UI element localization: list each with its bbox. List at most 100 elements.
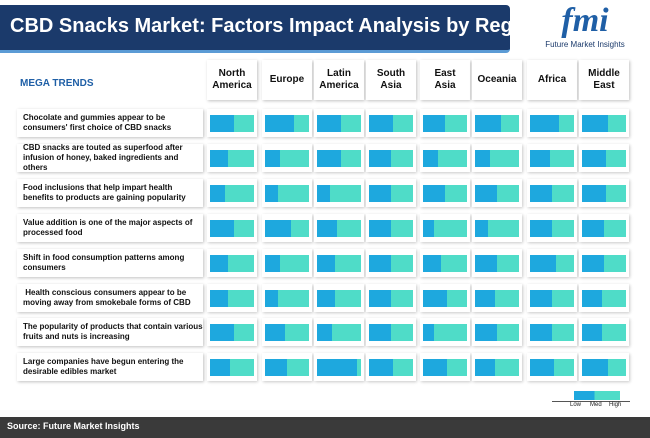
legend-bar xyxy=(574,391,620,400)
region-header: East Asia xyxy=(420,60,470,100)
impact-bar xyxy=(210,150,228,167)
impact-bar xyxy=(475,115,502,132)
impact-bar xyxy=(210,185,226,202)
impact-bar-track xyxy=(265,150,309,167)
impact-cell xyxy=(472,318,522,346)
impact-bar xyxy=(582,290,602,307)
impact-bar xyxy=(475,185,497,202)
impact-cell xyxy=(472,214,522,242)
source-note: Source: Future Market Insights xyxy=(7,421,140,431)
impact-cell xyxy=(262,144,312,172)
impact-bar xyxy=(265,324,285,341)
impact-bar-track xyxy=(423,115,467,132)
impact-bar-track xyxy=(210,220,254,237)
impact-bar xyxy=(265,359,287,376)
impact-bar-track xyxy=(475,185,519,202)
impact-bar-track xyxy=(530,359,574,376)
impact-bar-track xyxy=(210,324,254,341)
impact-bar xyxy=(369,115,394,132)
impact-bar-track xyxy=(317,150,361,167)
impact-bar-track xyxy=(582,255,626,272)
impact-bar xyxy=(423,359,448,376)
logo-name: Future Market Insights xyxy=(545,40,625,49)
impact-bar-track xyxy=(317,324,361,341)
impact-bar-track xyxy=(530,150,574,167)
impact-cell xyxy=(262,318,312,346)
impact-bar-track xyxy=(369,220,413,237)
trend-label: Value addition is one of the major aspec… xyxy=(17,214,203,242)
impact-bar-track xyxy=(530,324,574,341)
impact-bar xyxy=(530,359,555,376)
impact-bar xyxy=(530,324,552,341)
impact-bar-track xyxy=(423,255,467,272)
impact-bar xyxy=(265,290,279,307)
impact-bar xyxy=(317,220,337,237)
impact-bar xyxy=(369,324,391,341)
impact-cell xyxy=(579,144,629,172)
impact-bar xyxy=(210,115,235,132)
impact-cell xyxy=(262,214,312,242)
fmi-logo-icon: fmi Future Market Insights xyxy=(535,3,635,53)
impact-cell xyxy=(579,249,629,277)
impact-bar xyxy=(265,150,281,167)
trend-label: Chocolate and gummies appear to be consu… xyxy=(17,109,203,137)
impact-cell xyxy=(262,284,312,312)
impact-bar-track xyxy=(423,150,467,167)
impact-cell xyxy=(207,284,257,312)
impact-bar-track xyxy=(210,150,254,167)
impact-cell xyxy=(472,179,522,207)
impact-bar-track xyxy=(582,185,626,202)
impact-bar-track xyxy=(475,324,519,341)
impact-cell xyxy=(366,249,416,277)
impact-bar-track xyxy=(582,324,626,341)
impact-cell xyxy=(420,249,470,277)
impact-cell xyxy=(366,284,416,312)
impact-bar xyxy=(317,290,335,307)
impact-bar-track xyxy=(582,150,626,167)
impact-cell xyxy=(420,284,470,312)
impact-cell xyxy=(314,284,364,312)
impact-bar xyxy=(265,115,294,132)
legend-med: Med xyxy=(590,402,602,408)
region-header: Middle East xyxy=(579,60,629,100)
impact-bar xyxy=(369,185,391,202)
impact-bar xyxy=(530,290,552,307)
impact-bar-track xyxy=(265,185,309,202)
impact-bar xyxy=(317,324,333,341)
impact-cell xyxy=(527,318,577,346)
impact-bar-track xyxy=(530,255,574,272)
impact-bar-track xyxy=(210,115,254,132)
impact-cell xyxy=(207,214,257,242)
impact-bar-track xyxy=(423,185,467,202)
impact-cell xyxy=(262,179,312,207)
impact-cell xyxy=(420,144,470,172)
impact-bar-track xyxy=(423,359,467,376)
region-header: Africa xyxy=(527,60,577,100)
impact-cell xyxy=(579,214,629,242)
impact-bar-track xyxy=(423,220,467,237)
impact-cell xyxy=(314,318,364,346)
impact-cell xyxy=(579,318,629,346)
impact-bar xyxy=(369,255,391,272)
impact-cell xyxy=(579,109,629,137)
impact-bar xyxy=(475,290,495,307)
impact-bar xyxy=(265,185,279,202)
impact-bar xyxy=(582,115,609,132)
chart-title: CBD Snacks Market: Factors Impact Analys… xyxy=(10,15,543,37)
impact-bar-track xyxy=(475,359,519,376)
impact-cell xyxy=(262,109,312,137)
impact-bar-track xyxy=(475,150,519,167)
impact-cell xyxy=(579,353,629,381)
impact-cell xyxy=(262,249,312,277)
impact-cell xyxy=(366,144,416,172)
impact-bar xyxy=(530,185,552,202)
impact-bar xyxy=(582,150,607,167)
region-header: Oceania xyxy=(472,60,522,100)
logo-mark: fmi xyxy=(561,2,609,39)
impact-bar xyxy=(369,290,391,307)
impact-bar-track xyxy=(369,255,413,272)
impact-bar xyxy=(530,150,550,167)
impact-cell xyxy=(207,318,257,346)
impact-bar-track xyxy=(475,115,519,132)
impact-bar xyxy=(317,255,335,272)
